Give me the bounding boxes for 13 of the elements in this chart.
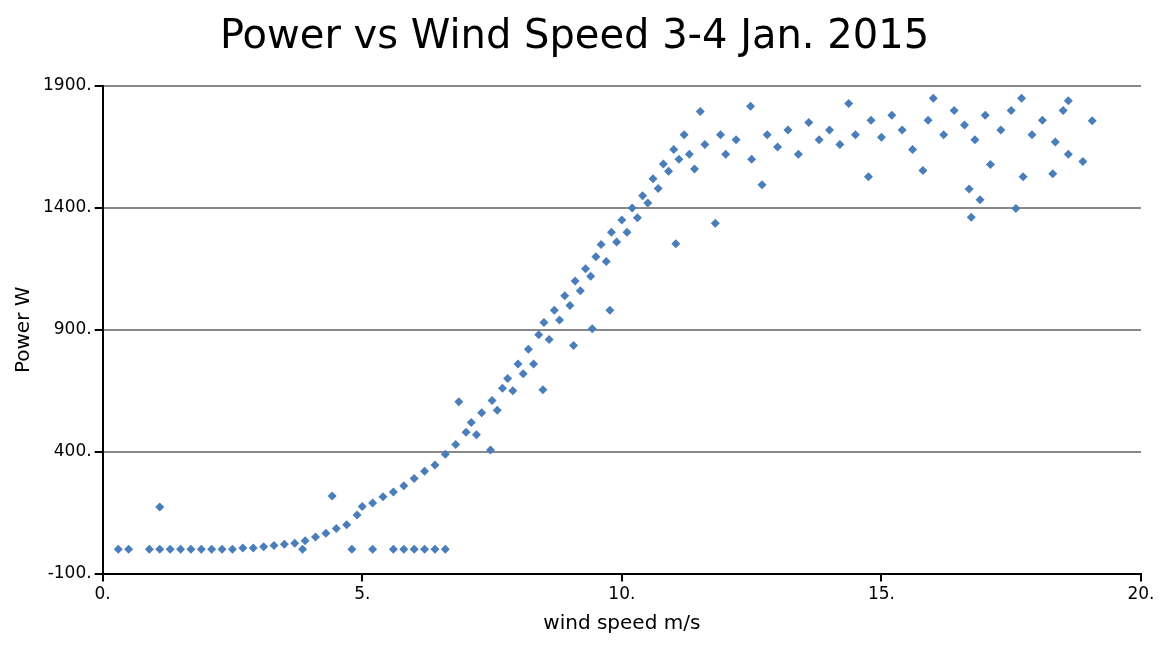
y-tick-label: 1400. [43, 196, 92, 217]
x-tick-label: 10. [608, 583, 636, 604]
y-axis-title: Power W [10, 286, 35, 374]
x-axis-title: wind speed m/s [543, 610, 701, 635]
x-tick-label: 0. [94, 583, 111, 604]
y-tick-label: 900. [53, 318, 92, 339]
x-tick-label: 15. [867, 583, 895, 604]
x-tick-label: 5. [354, 583, 371, 604]
x-tick-label: 20. [1127, 583, 1155, 604]
y-tick-label: 1900. [43, 74, 92, 95]
y-tick-label: 400. [53, 440, 92, 461]
y-tick-label: -100. [47, 562, 92, 583]
chart-title: Power vs Wind Speed 3-4 Jan. 2015 [219, 11, 930, 58]
